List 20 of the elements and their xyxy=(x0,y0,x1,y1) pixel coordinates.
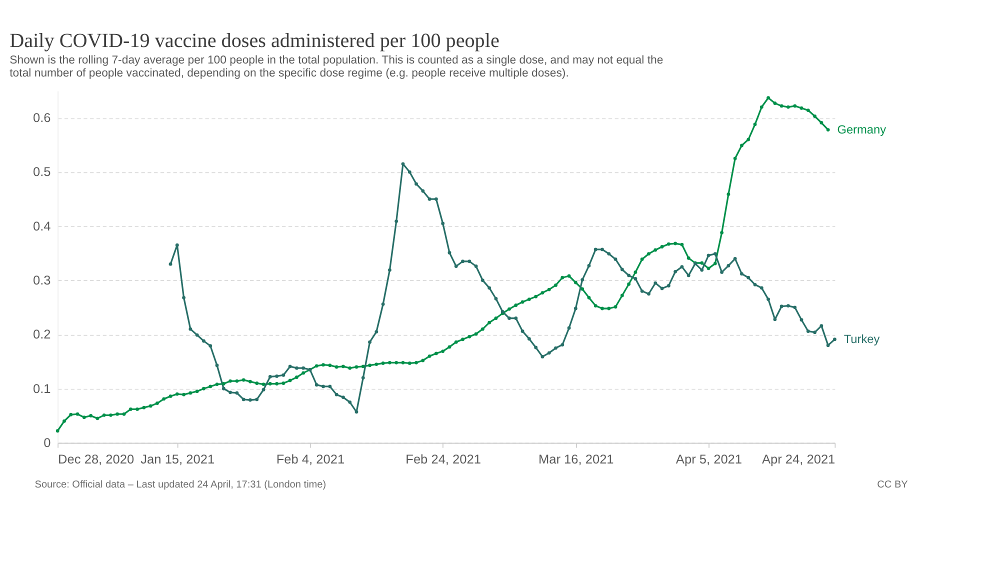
y-tick-label: 0 xyxy=(44,434,51,450)
x-tick-label: Apr 24, 2021 xyxy=(762,451,836,466)
series-label: Turkey xyxy=(844,332,880,346)
y-tick-label: 0.6 xyxy=(32,110,51,125)
x-tick-label: Feb 4, 2021 xyxy=(276,451,345,466)
y-tick-label: 0.2 xyxy=(32,326,51,342)
x-tick-label: Dec 28, 2020 xyxy=(58,451,134,466)
y-tick-label: 0.1 xyxy=(32,380,51,396)
series-label: Germany xyxy=(837,122,886,136)
y-tick-label: 0.4 xyxy=(32,218,51,234)
x-tick-label: Feb 24, 2021 xyxy=(406,451,481,466)
x-tick-label: Jan 15, 2021 xyxy=(140,451,215,466)
chart-title: Daily COVID-19 vaccine doses administered per 100 people xyxy=(10,30,500,52)
source-note: Source: Official data – Last updated 24 April, 17:31 (London time) xyxy=(34,480,326,491)
chart-subtitle: Shown is the rolling 7-day average per 100 people in the total population. This is counted as a single dose, and may not equal the total number of people vaccinated, depending on the specific dose regime (e.g. people receive multiple doses). xyxy=(10,54,664,80)
text: CC BY xyxy=(877,480,908,491)
x-tick-label: Mar 16, 2021 xyxy=(538,451,614,466)
y-tick-label: 0.3 xyxy=(32,272,51,288)
x-tick-label: Apr 5, 2021 xyxy=(676,451,742,466)
y-tick-label: 0.5 xyxy=(32,164,51,180)
